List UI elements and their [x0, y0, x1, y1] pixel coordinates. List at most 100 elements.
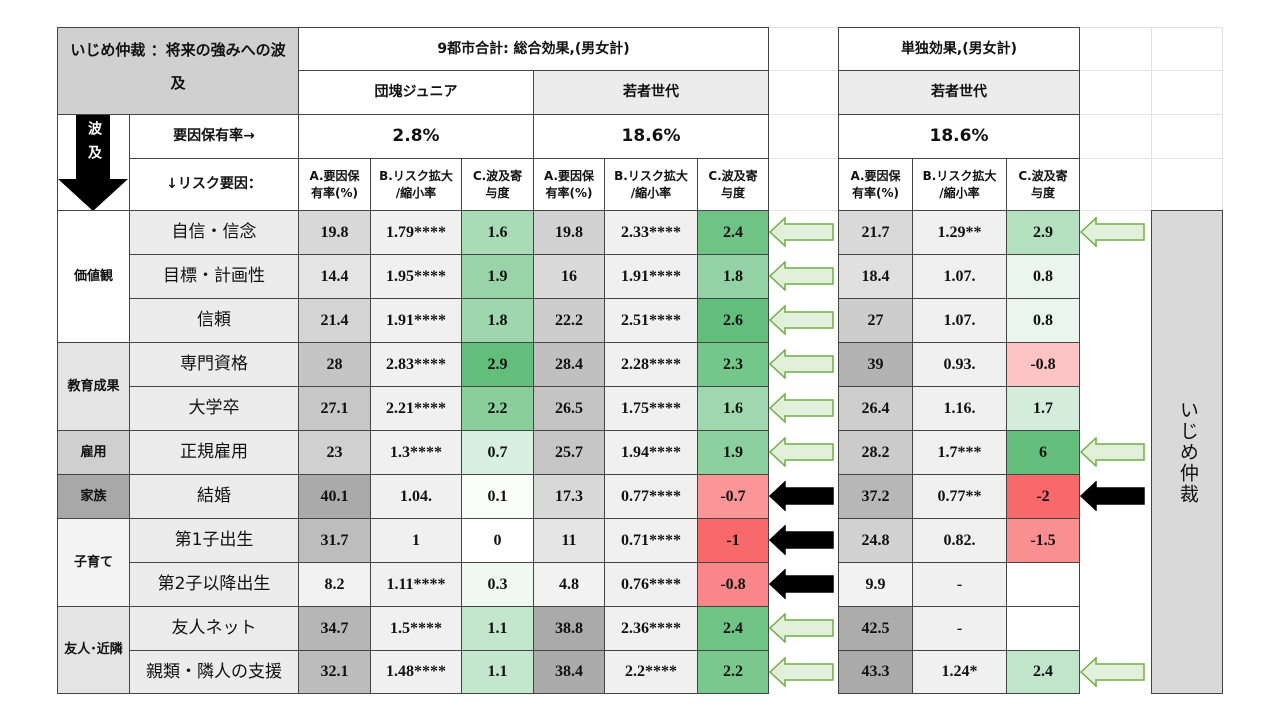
b-ratio: 1.3****	[370, 430, 462, 475]
title: いじめ仲裁 ：将来の強みへの波及	[57, 27, 299, 115]
c-contribution: 1.9	[697, 430, 769, 475]
b-ratio: 1.5****	[370, 606, 462, 651]
b-ratio: 2.21****	[370, 386, 462, 431]
group-header: 9都市合計: 総合効果,(男女計)	[298, 27, 769, 71]
rate: 18.6%	[533, 114, 769, 159]
column-header-line: C.波及寄	[708, 169, 758, 184]
a-rate: 34.7	[298, 606, 371, 651]
group-label: 子育て	[57, 518, 130, 607]
group-label: 家族	[57, 474, 130, 519]
c-contribution: 1.1	[461, 606, 534, 651]
a-rate: 37.2	[838, 474, 913, 519]
column-header-line: /縮小率	[630, 185, 672, 200]
side-label: いじめ仲裁	[1151, 210, 1223, 694]
b-ratio: 0.93.	[912, 342, 1007, 387]
b-ratio: 2.83****	[370, 342, 462, 387]
arrow-green	[1080, 217, 1145, 247]
a-rate: 32.1	[298, 650, 371, 694]
a-rate: 28	[298, 342, 371, 387]
empty-cell	[768, 70, 839, 115]
subgroup-header: 若者世代	[838, 70, 1080, 115]
b-ratio: 0.76****	[604, 562, 698, 607]
empty-cell	[768, 27, 839, 71]
risk-name: 友人ネット	[129, 606, 299, 651]
c-contribution: 2.4	[697, 606, 769, 651]
b-ratio: 2.36****	[604, 606, 698, 651]
arrow-black	[769, 481, 834, 511]
arrow-black	[769, 525, 834, 555]
column-header-line: B.リスク拡大	[922, 169, 997, 184]
column-header: C.波及寄 与度	[1006, 158, 1080, 211]
risk-name: 第2子以降出生	[129, 562, 299, 607]
a-rate: 8.2	[298, 562, 371, 607]
b-ratio: 0.82.	[912, 518, 1007, 563]
column-header-line: A.要因保	[543, 169, 595, 184]
a-rate: 21.7	[838, 210, 913, 255]
c-contribution: 1.7	[1006, 386, 1080, 431]
c-contribution: 1.8	[461, 298, 534, 343]
b-ratio: 2.33****	[604, 210, 698, 255]
a-rate: 27	[838, 298, 913, 343]
column-header-line: A.要因保	[309, 169, 360, 184]
group-label: 価値観	[57, 210, 130, 343]
b-ratio: 1.94****	[604, 430, 698, 475]
arrow-black	[1080, 481, 1145, 511]
a-rate: 23	[298, 430, 371, 475]
b-ratio: 0.71****	[604, 518, 698, 563]
b-ratio: 1.79****	[370, 210, 462, 255]
a-rate: 18.4	[838, 254, 913, 299]
b-ratio: 1.48****	[370, 650, 462, 694]
c-contribution: 1.1	[461, 650, 534, 694]
arrow-green	[1080, 437, 1145, 467]
arrow-green	[769, 393, 834, 423]
empty-cell	[1151, 27, 1223, 71]
risk-name: 第1子出生	[129, 518, 299, 563]
c-contribution: 1.6	[697, 386, 769, 431]
a-rate: 14.4	[298, 254, 371, 299]
arrow-green	[769, 613, 834, 643]
c-contribution: -0.8	[697, 562, 769, 607]
column-header-line: B.リスク拡大	[614, 169, 688, 184]
column-header: A.要因保 有率(%)	[298, 158, 371, 211]
b-ratio: 1	[370, 518, 462, 563]
subgroup-header: 若者世代	[533, 70, 769, 115]
empty-cell	[1079, 70, 1152, 115]
column-header-line: 有率(%)	[852, 185, 899, 200]
b-ratio: 1.75****	[604, 386, 698, 431]
a-rate: 16	[533, 254, 605, 299]
empty-cell	[1151, 70, 1223, 115]
rate-label: 要因保有率→	[129, 114, 299, 159]
column-header-line: B.リスク拡大	[379, 169, 453, 184]
a-rate: 26.5	[533, 386, 605, 431]
c-contribution: -2	[1006, 474, 1080, 519]
c-contribution: 0.8	[1006, 254, 1080, 299]
risk-name: 専門資格	[129, 342, 299, 387]
c-contribution: -1	[697, 518, 769, 563]
c-contribution: 0.3	[461, 562, 534, 607]
c-contribution: 2.4	[1006, 650, 1080, 694]
risk-name: 大学卒	[129, 386, 299, 431]
a-rate: 22.2	[533, 298, 605, 343]
wave-arrow	[58, 115, 128, 211]
b-ratio: 2.2****	[604, 650, 698, 694]
c-contribution: 2.2	[697, 650, 769, 694]
b-ratio: 1.29**	[912, 210, 1007, 255]
a-rate: 42.5	[838, 606, 913, 651]
column-header: A.要因保 有率(%)	[533, 158, 605, 211]
risk-name: 正規雇用	[129, 430, 299, 475]
c-contribution: 2.9	[1006, 210, 1080, 255]
column-header: B.リスク拡大/縮小率	[370, 158, 462, 211]
c-contribution: 0.1	[461, 474, 534, 519]
a-rate: 38.8	[533, 606, 605, 651]
c-contribution: -1.5	[1006, 518, 1080, 563]
column-header-line: /縮小率	[939, 185, 980, 200]
arrow-green	[1080, 656, 1145, 687]
wave-cell: 波及	[57, 114, 130, 211]
a-rate: 39	[838, 342, 913, 387]
arrow-green	[769, 437, 834, 467]
column-header-line: 与度	[720, 185, 745, 200]
c-contribution: 2.3	[697, 342, 769, 387]
b-ratio: 1.91****	[604, 254, 698, 299]
c-contribution: 2.6	[697, 298, 769, 343]
